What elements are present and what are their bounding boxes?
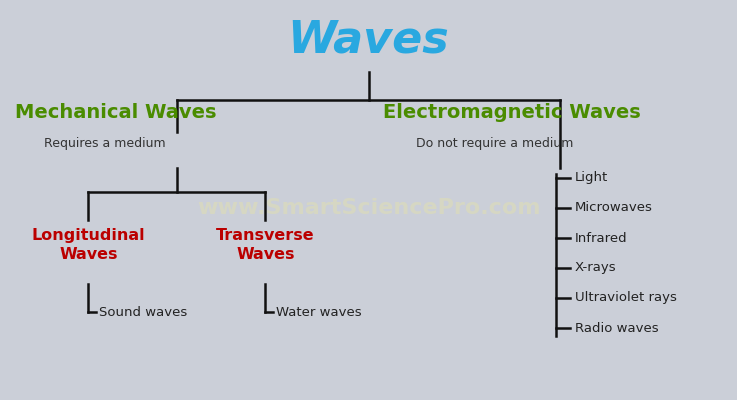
- Text: X-rays: X-rays: [575, 262, 616, 274]
- Text: Transverse
Waves: Transverse Waves: [216, 228, 315, 262]
- Text: Infrared: Infrared: [575, 232, 627, 244]
- Text: Requires a medium: Requires a medium: [44, 138, 166, 150]
- Text: Sound waves: Sound waves: [99, 306, 188, 318]
- Text: Waves: Waves: [287, 18, 450, 62]
- Text: Microwaves: Microwaves: [575, 202, 653, 214]
- Text: Ultraviolet rays: Ultraviolet rays: [575, 292, 677, 304]
- Text: Longitudinal
Waves: Longitudinal Waves: [32, 228, 145, 262]
- Text: Water waves: Water waves: [276, 306, 362, 318]
- Text: Mechanical Waves: Mechanical Waves: [15, 102, 216, 122]
- Text: Do not require a medium: Do not require a medium: [416, 138, 574, 150]
- Text: www.SmartSciencePro.com: www.SmartSciencePro.com: [197, 198, 540, 218]
- Text: Light: Light: [575, 172, 608, 184]
- Text: Radio waves: Radio waves: [575, 322, 658, 334]
- Text: Electromagnetic Waves: Electromagnetic Waves: [383, 102, 641, 122]
